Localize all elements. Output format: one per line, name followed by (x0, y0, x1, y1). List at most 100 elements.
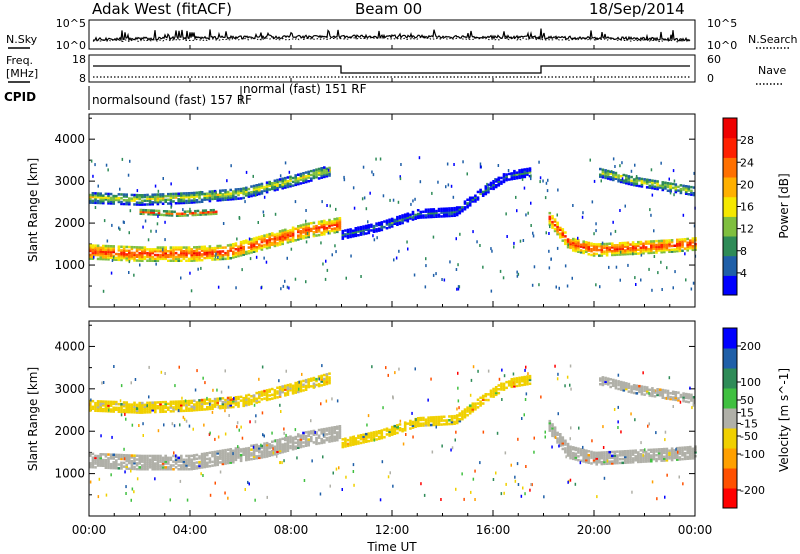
data-cell (429, 418, 433, 421)
data-cell (104, 464, 108, 468)
data-cell (427, 416, 430, 419)
data-cell (669, 188, 672, 191)
data-cell (346, 442, 350, 446)
data-cell (471, 196, 475, 199)
data-cell (206, 251, 209, 254)
data-cell (500, 382, 503, 385)
noise-cell (326, 268, 329, 272)
data-cell (333, 429, 336, 433)
noise-cell (128, 260, 131, 264)
noise-cell (103, 219, 106, 223)
data-cell (645, 180, 649, 183)
data-cell (289, 389, 292, 392)
noise-cell (148, 365, 150, 369)
data-cell (561, 438, 565, 441)
data-cell (468, 202, 472, 205)
data-cell (299, 182, 303, 185)
data-cell (304, 230, 308, 233)
data-cell (193, 407, 196, 410)
data-cell (351, 235, 355, 238)
noise-cell (608, 265, 610, 269)
data-cell (130, 247, 134, 251)
data-cell (143, 407, 147, 410)
noise-cell (174, 384, 176, 388)
data-cell (258, 394, 261, 398)
data-cell (185, 403, 188, 407)
data-cell (330, 222, 334, 225)
data-cell (689, 239, 692, 242)
data-cell (125, 405, 128, 408)
data-cell (174, 196, 178, 199)
data-cell (587, 455, 591, 459)
data-cell (273, 449, 277, 452)
data-cell (307, 438, 310, 441)
noise-cell (611, 170, 613, 174)
x-tick-label: 08:00 (274, 523, 309, 537)
data-cell (406, 216, 410, 219)
data-cell (104, 408, 108, 411)
data-cell (165, 210, 169, 213)
data-cell (674, 398, 678, 402)
data-cell (317, 171, 321, 174)
data-cell (128, 251, 131, 254)
data-cell (91, 456, 95, 459)
noise-cell (619, 164, 621, 168)
data-cell (613, 458, 617, 461)
data-cell (585, 457, 588, 460)
data-cell (559, 440, 562, 444)
data-cell (637, 244, 640, 248)
data-cell (616, 458, 619, 461)
data-cell (245, 453, 248, 456)
data-cell (195, 200, 199, 204)
data-cell (260, 240, 264, 244)
data-cell (299, 388, 303, 391)
data-cell (151, 409, 154, 412)
data-cell (307, 224, 310, 227)
data-cell (199, 213, 202, 216)
data-cell (120, 410, 123, 414)
noise-cell (284, 161, 287, 165)
data-cell (120, 202, 123, 206)
data-cell (187, 195, 191, 199)
data-cell (406, 218, 410, 221)
data-cell (320, 380, 323, 383)
noise-cell (640, 441, 642, 445)
noise-cell (451, 446, 454, 450)
data-cell (169, 196, 173, 200)
noise-cell (669, 191, 672, 195)
data-cell (164, 468, 167, 471)
data-cell (448, 419, 451, 422)
data-cell (614, 385, 618, 388)
data-cell (289, 229, 292, 232)
data-cell (551, 432, 554, 436)
data-cell (276, 178, 279, 182)
noise-cell (361, 197, 364, 201)
data-cell (304, 434, 308, 438)
x-tick-label: 00:00 (678, 523, 713, 537)
data-cell (616, 249, 619, 253)
data-cell (185, 400, 188, 403)
data-cell (135, 458, 139, 461)
data-cell (325, 433, 329, 436)
velocity-colorbar-frame (722, 327, 738, 509)
noise-cell (255, 255, 258, 259)
data-cell (96, 407, 100, 411)
data-cell (315, 170, 318, 173)
data-cell (616, 244, 619, 247)
data-cell (161, 456, 165, 460)
data-cell (190, 199, 193, 202)
data-cell (307, 222, 310, 225)
data-cell (647, 242, 650, 245)
data-cell (341, 441, 345, 445)
data-cell (600, 457, 604, 460)
data-cell (286, 441, 290, 445)
data-cell (502, 175, 506, 178)
data-cell (595, 453, 598, 456)
data-cell (263, 393, 266, 397)
data-cell (148, 401, 152, 404)
noise-cell (294, 277, 297, 281)
noise-cell (557, 372, 559, 376)
data-cell (372, 228, 376, 232)
data-cell (242, 192, 245, 196)
data-cell (141, 405, 144, 409)
